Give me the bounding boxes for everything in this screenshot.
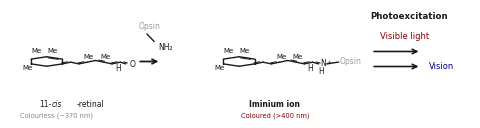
Text: Me: Me xyxy=(223,49,234,55)
Text: Colourless (~370 nm): Colourless (~370 nm) xyxy=(20,112,93,119)
Text: O: O xyxy=(130,60,135,69)
Text: Me: Me xyxy=(22,65,32,71)
Text: N: N xyxy=(321,59,326,68)
Text: H: H xyxy=(115,64,121,73)
Text: cis: cis xyxy=(51,100,62,109)
Text: 11-: 11- xyxy=(39,100,51,109)
Text: +: + xyxy=(326,60,331,65)
Text: Opsin: Opsin xyxy=(138,22,160,31)
Text: Me: Me xyxy=(215,65,225,71)
Text: Iminium ion: Iminium ion xyxy=(249,100,300,109)
Text: -retinal: -retinal xyxy=(76,100,104,109)
Text: Photoexcitation: Photoexcitation xyxy=(371,12,448,21)
Text: Me: Me xyxy=(48,48,58,54)
Text: H: H xyxy=(319,67,324,76)
Text: NH₂: NH₂ xyxy=(158,43,172,52)
Text: Vision: Vision xyxy=(429,62,454,71)
Text: Me: Me xyxy=(240,48,250,54)
Text: Coloured (>400 nm): Coloured (>400 nm) xyxy=(240,112,309,119)
Text: Opsin: Opsin xyxy=(340,57,361,66)
Text: Me: Me xyxy=(100,54,110,60)
Text: Visible light: Visible light xyxy=(380,32,429,41)
Text: Me: Me xyxy=(276,54,286,60)
Text: Me: Me xyxy=(84,54,94,60)
Text: Me: Me xyxy=(292,54,303,60)
Text: Me: Me xyxy=(31,49,41,55)
Text: H: H xyxy=(307,64,313,73)
